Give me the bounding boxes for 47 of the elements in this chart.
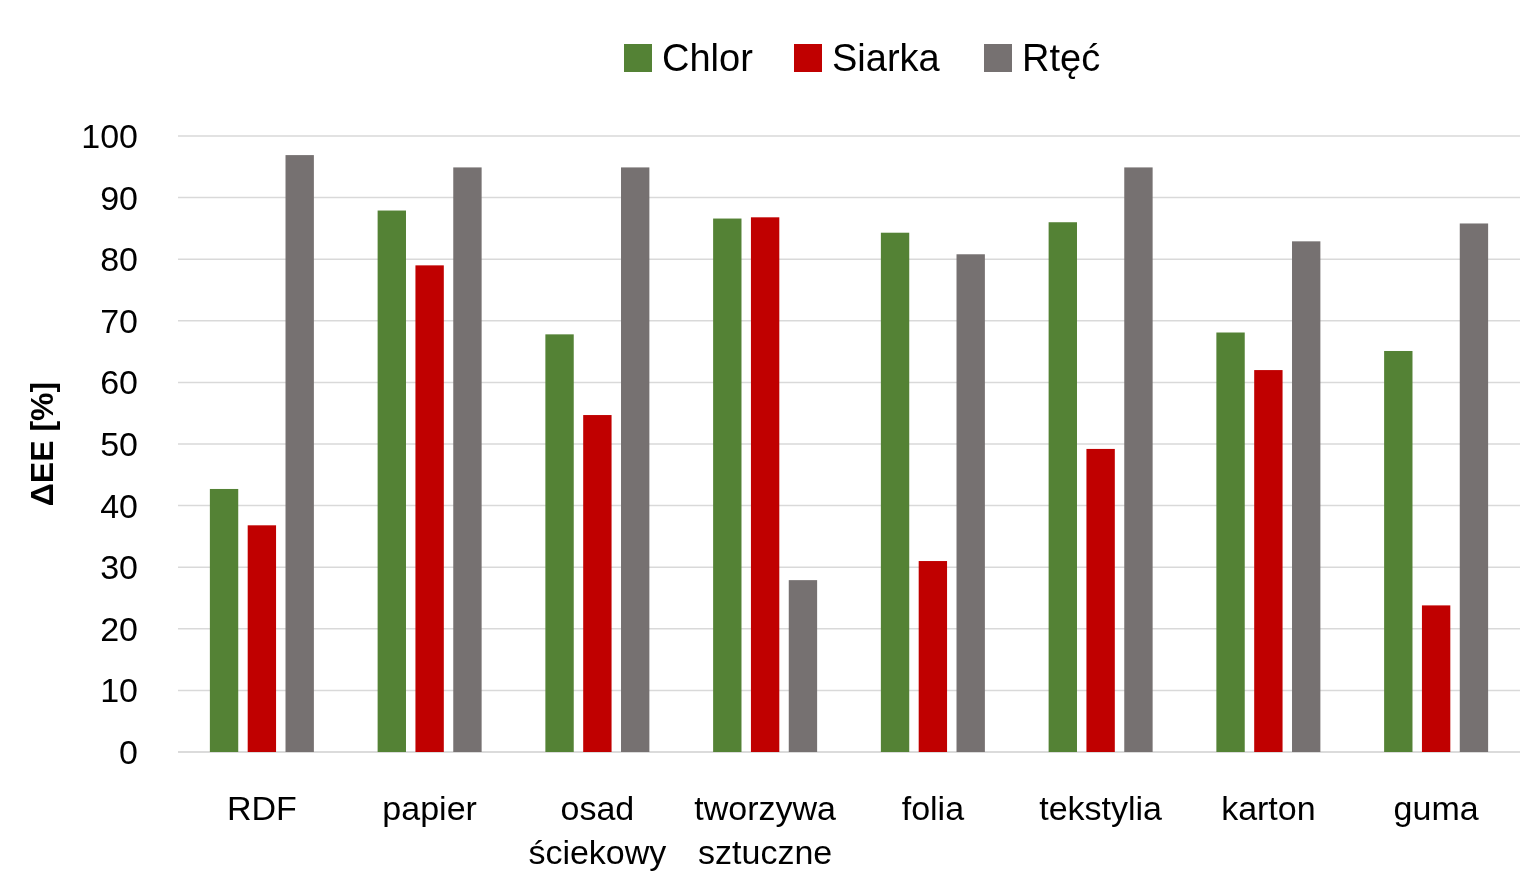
y-axis-title: ΔEE [%] bbox=[24, 381, 60, 507]
y-tick-label: 90 bbox=[100, 178, 138, 217]
bar bbox=[880, 232, 910, 752]
bar bbox=[1421, 605, 1451, 752]
bar bbox=[750, 217, 780, 752]
bar bbox=[247, 525, 277, 752]
x-tick-label: papier bbox=[382, 789, 477, 827]
bar bbox=[713, 218, 742, 752]
y-tick-label: 50 bbox=[100, 424, 138, 463]
x-tick-label: tworzywa sztuczne bbox=[694, 789, 837, 871]
x-tick-label: osad ściekowy bbox=[528, 789, 667, 871]
bar bbox=[377, 210, 406, 752]
bar bbox=[285, 155, 314, 752]
bar bbox=[918, 561, 948, 752]
bar bbox=[1124, 167, 1153, 752]
bar bbox=[1384, 350, 1413, 752]
bar bbox=[209, 488, 239, 752]
y-tick-label: 80 bbox=[100, 240, 138, 279]
y-tick-label: 30 bbox=[100, 548, 138, 587]
bar bbox=[453, 167, 482, 752]
bar bbox=[956, 254, 985, 752]
bar bbox=[788, 580, 818, 752]
y-tick-label: 0 bbox=[119, 732, 138, 771]
y-tick-label: 60 bbox=[100, 363, 138, 402]
x-tick-label: tekstylia bbox=[1039, 789, 1163, 827]
x-tick-label: RDF bbox=[226, 789, 297, 827]
y-tick-label: 40 bbox=[100, 486, 138, 525]
y-tick-label: 70 bbox=[100, 301, 138, 340]
legend-label: Siarka bbox=[832, 37, 941, 80]
bar bbox=[621, 167, 650, 752]
x-tick-label: guma bbox=[1393, 789, 1479, 827]
y-tick-label: 20 bbox=[100, 609, 138, 648]
bar bbox=[1048, 222, 1077, 752]
y-tick-label: 10 bbox=[100, 671, 138, 710]
bar bbox=[583, 415, 612, 752]
bar bbox=[1292, 241, 1321, 752]
bar bbox=[545, 334, 574, 752]
bar bbox=[1216, 332, 1245, 752]
bar bbox=[415, 265, 444, 752]
bar bbox=[1254, 370, 1283, 752]
legend-label: Chlor bbox=[662, 37, 754, 80]
legend-label: Rtęć bbox=[1022, 37, 1101, 80]
x-tick-label: karton bbox=[1221, 789, 1316, 827]
bar bbox=[1459, 223, 1489, 752]
bar bbox=[1086, 448, 1115, 752]
y-tick-label: 100 bbox=[81, 116, 138, 155]
x-tick-label: folia bbox=[901, 789, 965, 827]
